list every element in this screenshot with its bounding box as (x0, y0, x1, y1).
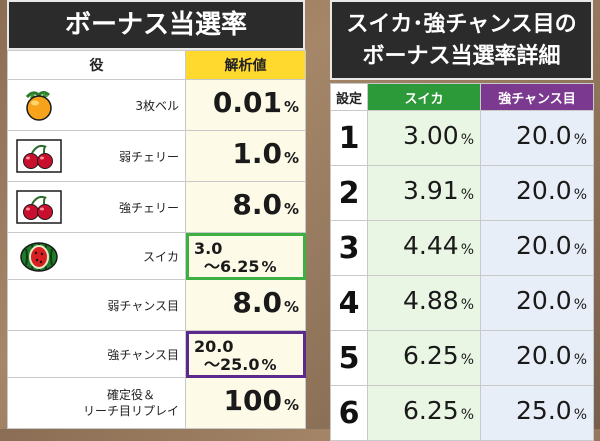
cherry-icon (16, 189, 62, 225)
header-value: 解析値 (185, 50, 306, 80)
role-label: スイカ (142, 249, 179, 264)
table-row: スイカ 3.0 ～6.25% (7, 232, 306, 280)
role-label: 弱チャンス目 (107, 298, 179, 313)
table-row: 強チェリー 8.0% (7, 181, 306, 233)
chance-value: 20.0 (516, 176, 572, 205)
range-end: ～25.0 (204, 354, 260, 374)
table-row: 4 4.88% 20.0% (330, 275, 594, 331)
setting-number: 2 (330, 165, 368, 221)
chance-range-box: 20.0 ～25.0% (185, 330, 306, 378)
header-setting: 設定 (330, 83, 368, 111)
role-label: 弱チェリー (118, 149, 179, 164)
role-value: 8.0 (232, 188, 282, 221)
chance-value: 20.0 (516, 286, 572, 315)
table-header-row: 設定 スイカ 強チャンス目 (330, 83, 594, 111)
role-value: 1.0 (232, 137, 282, 170)
chance-value: 25.0 (516, 396, 572, 425)
table-row: 弱チェリー 1.0% (7, 130, 306, 182)
suika-range-box: 3.0 ～6.25% (185, 232, 306, 280)
setting-number: 4 (330, 275, 368, 331)
suika-value: 4.44 (403, 231, 459, 260)
table-row: 強チャンス目 20.0 ～25.0% (7, 330, 306, 378)
bell-icon (16, 87, 62, 123)
role-label: 強チャンス目 (107, 347, 179, 362)
bonus-rate-panel: ボーナス当選率 役 解析値 3枚ベル 0.01% (7, 0, 306, 429)
table-row: 1 3.00% 20.0% (330, 110, 594, 166)
bonus-rate-title: ボーナス当選率 (7, 0, 305, 50)
suika-value: 4.88 (403, 286, 459, 315)
range-end: ～6.25 (204, 256, 260, 276)
detail-rate-table: 設定 スイカ 強チャンス目 1 3.00% 20.0% 2 3.91% 20.0… (330, 83, 594, 441)
role-value: 0.01 (212, 86, 282, 119)
detail-rate-panel: スイカ･強チャンス目の ボーナス当選率詳細 設定 スイカ 強チャンス目 1 3.… (330, 0, 594, 441)
chance-value: 20.0 (516, 121, 572, 150)
range-start: 3.0 (194, 238, 223, 258)
suika-value: 3.00 (403, 121, 459, 150)
header-role: 役 (7, 50, 186, 80)
role-value: 100 (223, 384, 282, 417)
setting-number: 6 (330, 385, 368, 441)
setting-number: 5 (330, 330, 368, 386)
table-row: 2 3.91% 20.0% (330, 165, 594, 221)
table-header-row: 役 解析値 (7, 50, 306, 80)
chance-value: 20.0 (516, 341, 572, 370)
table-row: 3 4.44% 20.0% (330, 220, 594, 276)
setting-number: 3 (330, 220, 368, 276)
role-label: 3枚ベル (135, 98, 179, 113)
table-row: 5 6.25% 20.0% (330, 330, 594, 386)
watermelon-icon (16, 238, 62, 274)
suika-value: 6.25 (403, 341, 459, 370)
cherry-icon (16, 138, 62, 174)
role-label: 強チェリー (118, 200, 179, 215)
header-chance: 強チャンス目 (480, 83, 594, 111)
role-label: 確定役＆ リーチ目リプレイ (82, 388, 179, 418)
table-row: 弱チャンス目 8.0% (7, 279, 306, 331)
header-suika: スイカ (367, 83, 481, 111)
setting-number: 1 (330, 110, 368, 166)
suika-value: 6.25 (403, 396, 459, 425)
suika-value: 3.91 (403, 176, 459, 205)
table-row: 3枚ベル 0.01% (7, 79, 306, 131)
table-row: 確定役＆ リーチ目リプレイ 100% (7, 377, 306, 429)
detail-rate-title: スイカ･強チャンス目の ボーナス当選率詳細 (330, 0, 593, 80)
range-start: 20.0 (194, 336, 234, 356)
chance-value: 20.0 (516, 231, 572, 260)
table-row: 6 6.25% 25.0% (330, 385, 594, 441)
role-value: 8.0 (232, 286, 282, 319)
bonus-rate-table: 役 解析値 3枚ベル 0.01% (7, 50, 306, 429)
